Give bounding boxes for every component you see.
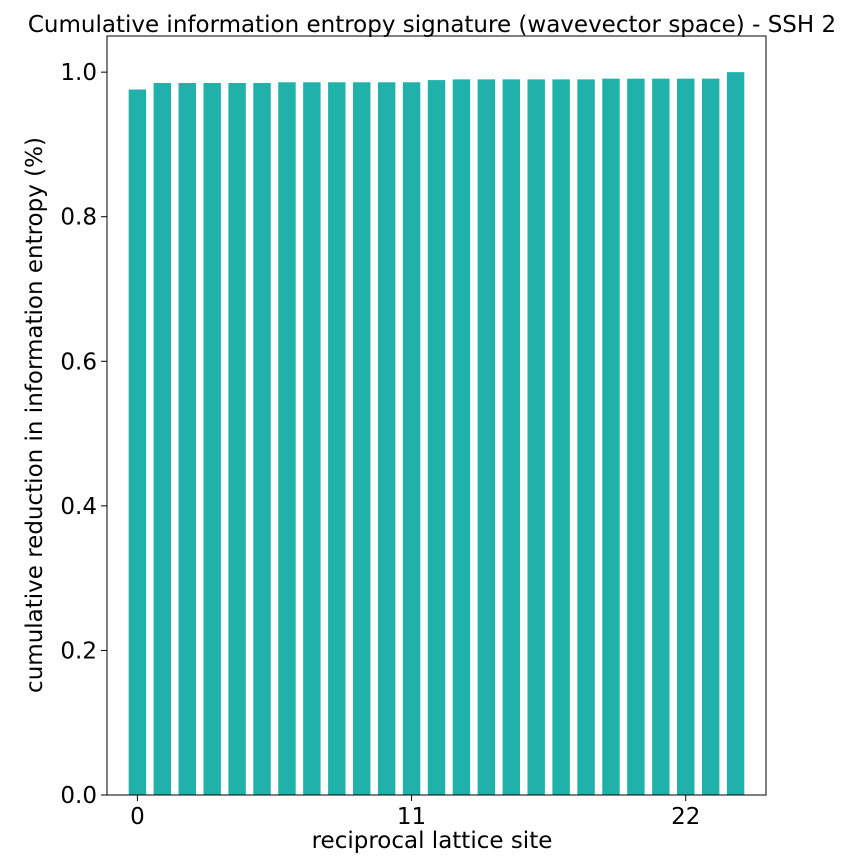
y-tick-label: 0.0 bbox=[60, 783, 97, 809]
x-axis-label: reciprocal lattice site bbox=[312, 828, 553, 854]
bar-9 bbox=[353, 82, 371, 795]
bar-15 bbox=[502, 79, 520, 796]
bar-20 bbox=[627, 78, 645, 795]
chart-title: Cumulative information entropy signature… bbox=[28, 12, 836, 38]
bar-24 bbox=[726, 72, 745, 795]
y-axis-ticks: 0.0 0.2 0.4 0.6 0.8 1.0 bbox=[60, 60, 107, 809]
bar-14 bbox=[477, 79, 496, 796]
y-tick-label: 0.6 bbox=[60, 349, 97, 375]
bar-22 bbox=[677, 78, 695, 795]
bar-3 bbox=[203, 82, 221, 796]
bar-23 bbox=[701, 78, 720, 795]
x-tick-label: 11 bbox=[397, 804, 426, 830]
bar-11 bbox=[402, 82, 421, 795]
plot-frame bbox=[106, 35, 767, 796]
y-tick-label: 1.0 bbox=[60, 60, 97, 86]
bar-6 bbox=[278, 82, 296, 795]
bars-group bbox=[128, 72, 745, 796]
bar-1 bbox=[153, 82, 172, 796]
y-axis-label: cumulative reduction in information entr… bbox=[22, 137, 48, 693]
bar-10 bbox=[377, 82, 396, 795]
x-tick-label: 22 bbox=[671, 804, 700, 830]
bar-8 bbox=[328, 82, 346, 795]
x-axis-ticks: 0 11 22 bbox=[130, 795, 700, 830]
x-tick-label: 0 bbox=[130, 804, 145, 830]
bar-7 bbox=[303, 82, 321, 795]
bar-21 bbox=[652, 78, 670, 795]
bar-4 bbox=[228, 82, 246, 796]
y-tick-label: 0.2 bbox=[60, 638, 97, 664]
bar-13 bbox=[452, 79, 471, 796]
bar-0 bbox=[128, 89, 147, 796]
bar-17 bbox=[552, 79, 570, 796]
y-tick-label: 0.4 bbox=[60, 494, 97, 520]
bar-2 bbox=[178, 82, 196, 796]
bar-12 bbox=[427, 80, 446, 796]
bar-5 bbox=[253, 82, 271, 796]
bar-16 bbox=[527, 79, 545, 796]
bar-19 bbox=[602, 78, 620, 795]
y-tick-label: 0.8 bbox=[60, 205, 97, 231]
bar-18 bbox=[577, 79, 595, 796]
